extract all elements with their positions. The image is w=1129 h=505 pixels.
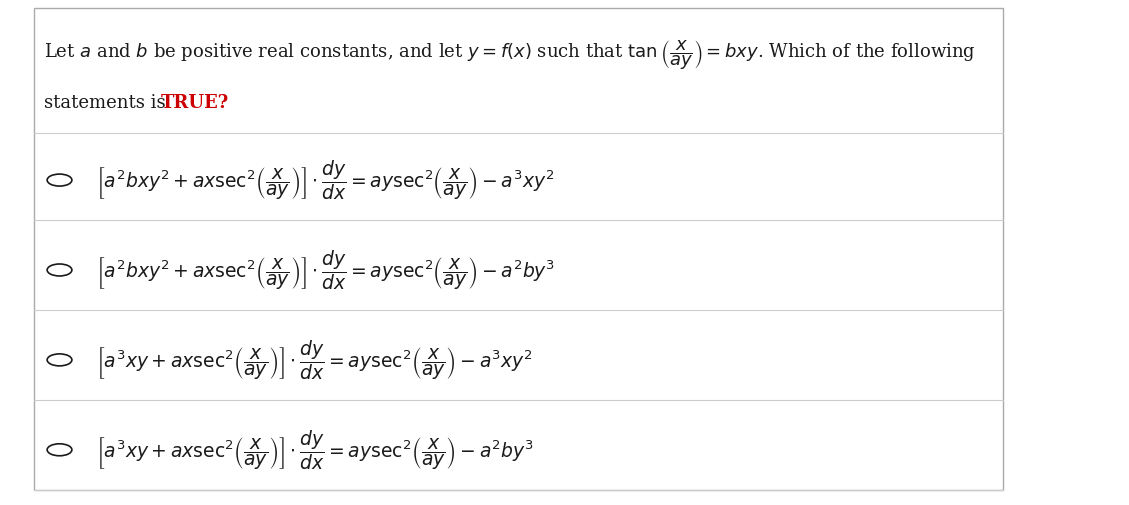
Text: Let $a$ and $b$ be positive real constants, and let $y = f(x)$ such that $\tan\l: Let $a$ and $b$ be positive real constan… (44, 38, 975, 72)
Text: $\left[a^2 bxy^2 + ax\sec^2\!\left(\dfrac{x}{ay}\right)\right]\cdot\dfrac{dy}{dx: $\left[a^2 bxy^2 + ax\sec^2\!\left(\dfra… (96, 248, 554, 292)
Text: $\left[a^3 xy + ax\sec^2\!\left(\dfrac{x}{ay}\right)\right]\cdot\dfrac{dy}{dx} =: $\left[a^3 xy + ax\sec^2\!\left(\dfrac{x… (96, 428, 533, 472)
Text: statements is: statements is (44, 93, 172, 112)
Text: $\left[a^3 xy + ax\sec^2\!\left(\dfrac{x}{ay}\right)\right]\cdot\dfrac{dy}{dx} =: $\left[a^3 xy + ax\sec^2\!\left(\dfrac{x… (96, 338, 532, 382)
Text: $\left[a^2 bxy^2 + ax\sec^2\!\left(\dfrac{x}{ay}\right)\right]\cdot\dfrac{dy}{dx: $\left[a^2 bxy^2 + ax\sec^2\!\left(\dfra… (96, 158, 554, 202)
Text: TRUE?: TRUE? (160, 93, 229, 112)
